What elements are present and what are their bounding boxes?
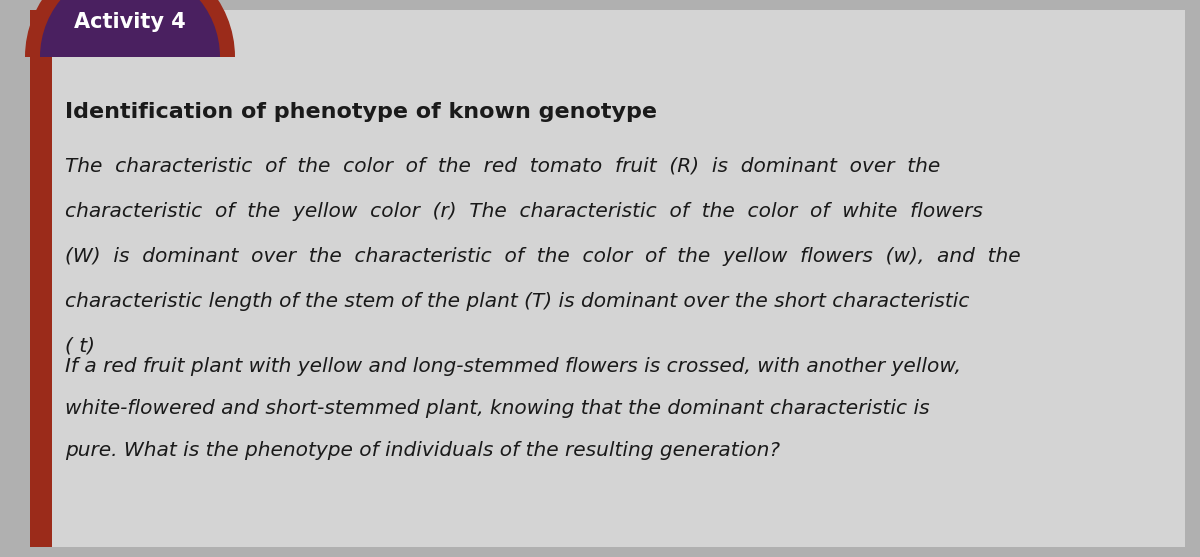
Wedge shape	[40, 0, 220, 57]
Text: white-flowered and short-stemmed plant, knowing that the dominant characteristic: white-flowered and short-stemmed plant, …	[65, 399, 930, 418]
Text: Identification of phenotype of known genotype: Identification of phenotype of known gen…	[65, 102, 658, 122]
Text: Activity 4: Activity 4	[74, 12, 186, 32]
Text: If a red fruit plant with yellow and long-stemmed flowers is crossed, with anoth: If a red fruit plant with yellow and lon…	[65, 357, 961, 376]
Text: (W)  is  dominant  over  the  characteristic  of  the  color  of  the  yellow  f: (W) is dominant over the characteristic …	[65, 247, 1021, 266]
Bar	[30, 10, 52, 547]
Text: ( t): ( t)	[65, 337, 95, 356]
Text: characteristic  of  the  yellow  color  (r)  The  characteristic  of  the  color: characteristic of the yellow color (r) T…	[65, 202, 983, 221]
Text: characteristic length of the stem of the plant (T) is dominant over the short ch: characteristic length of the stem of the…	[65, 292, 970, 311]
Text: The  characteristic  of  the  color  of  the  red  tomato  fruit  (R)  is  domin: The characteristic of the color of the r…	[65, 157, 941, 176]
Text: pure. What is the phenotype of individuals of the resulting generation?: pure. What is the phenotype of individua…	[65, 441, 780, 460]
Wedge shape	[25, 0, 235, 57]
